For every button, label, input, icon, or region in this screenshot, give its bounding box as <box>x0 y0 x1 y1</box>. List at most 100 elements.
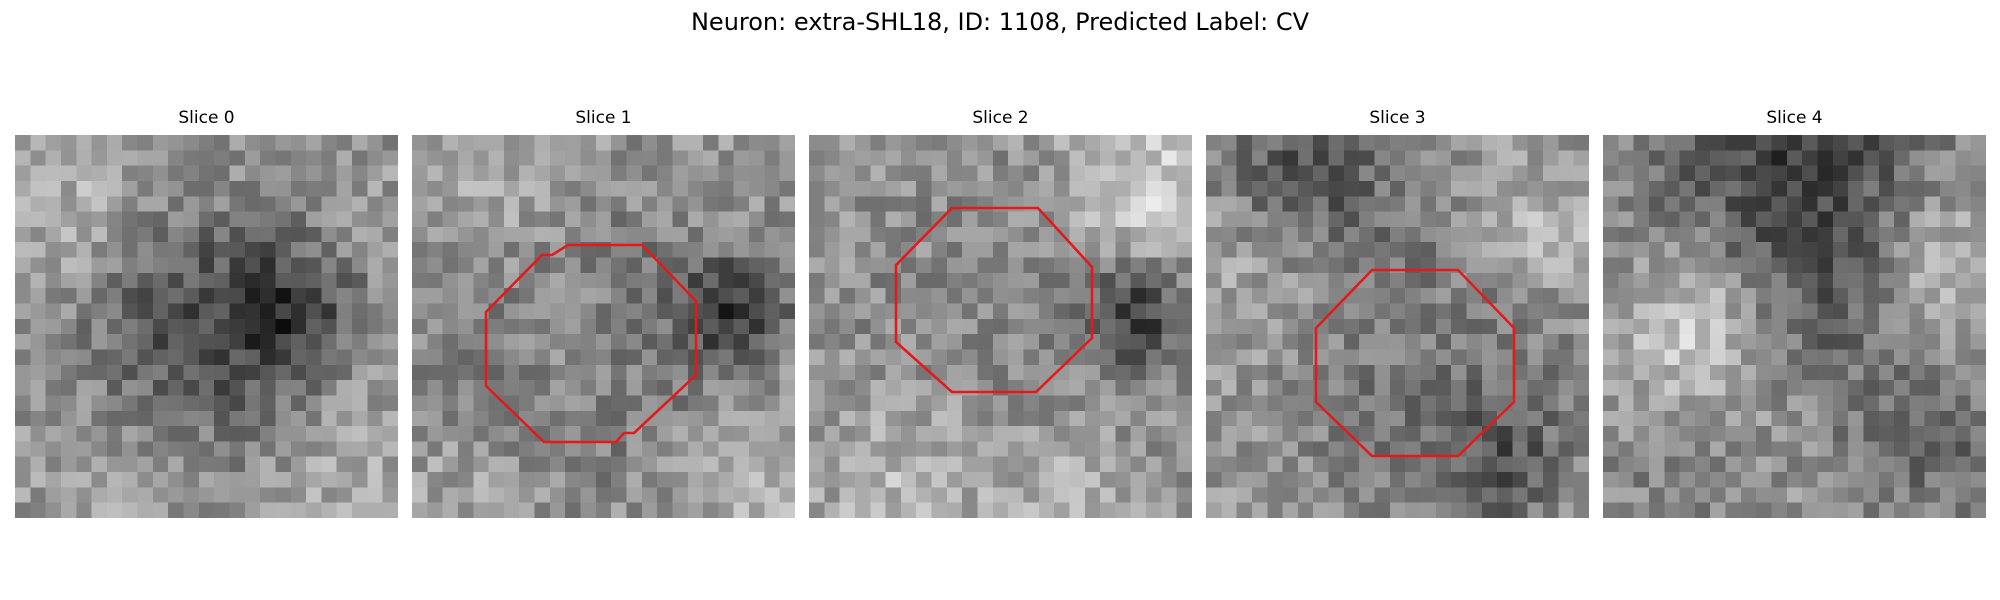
pixel <box>122 318 138 335</box>
pixel <box>168 349 184 366</box>
pixel <box>1848 303 1864 320</box>
pixel <box>1374 226 1391 243</box>
pixel <box>1878 135 1895 151</box>
pixel <box>519 441 535 458</box>
pixel <box>214 180 230 197</box>
pixel <box>1420 487 1437 503</box>
pixel <box>854 502 871 518</box>
pixel <box>1481 257 1498 274</box>
pixel <box>1251 487 1268 503</box>
pixel <box>352 242 368 258</box>
pixel <box>992 410 1009 427</box>
pixel <box>1527 242 1544 258</box>
pixel <box>244 410 261 427</box>
pixel <box>45 272 62 289</box>
pixel <box>1633 502 1650 518</box>
pixel <box>611 334 627 350</box>
pixel <box>1282 410 1299 427</box>
pixel <box>809 242 825 258</box>
pixel <box>672 426 689 442</box>
pixel <box>1023 165 1040 182</box>
pixel <box>442 487 459 503</box>
pixel <box>1679 288 1696 304</box>
pixel <box>1832 441 1849 458</box>
pixel <box>1863 257 1880 274</box>
pixel <box>1802 456 1818 473</box>
pixel <box>1100 272 1116 289</box>
pixel <box>946 410 963 427</box>
pixel <box>1497 426 1513 442</box>
pixel <box>595 349 612 366</box>
pixel <box>749 135 765 151</box>
pixel <box>779 456 795 473</box>
pixel <box>1481 410 1498 427</box>
pixel <box>1282 318 1299 335</box>
pixel <box>1100 303 1116 320</box>
pixel <box>1251 288 1268 304</box>
pixel <box>198 303 215 320</box>
pixel <box>1756 472 1772 488</box>
pixel <box>1466 211 1483 228</box>
pixel <box>382 502 398 518</box>
pixel <box>626 196 643 212</box>
pixel <box>1343 487 1360 503</box>
pixel <box>1878 318 1895 335</box>
pixel <box>183 288 200 304</box>
pixel <box>183 257 200 274</box>
pixel <box>962 426 978 442</box>
pixel <box>427 288 443 304</box>
pixel <box>183 150 200 166</box>
pixel <box>1176 441 1192 458</box>
pixel <box>641 150 658 166</box>
pixel <box>1451 487 1467 503</box>
pixel <box>824 257 840 274</box>
pixel <box>1343 456 1360 473</box>
pixel <box>1420 410 1437 427</box>
pixel <box>412 165 428 182</box>
pixel <box>1466 165 1483 182</box>
pixel <box>1878 180 1895 197</box>
pixel <box>1115 410 1132 427</box>
pixel <box>565 380 581 396</box>
pixel <box>534 303 551 320</box>
pixel <box>657 196 673 212</box>
pixel <box>260 441 276 458</box>
pixel <box>382 242 398 258</box>
pixel <box>1054 303 1070 320</box>
pixel <box>1343 303 1360 320</box>
pixel <box>168 150 184 166</box>
pixel <box>870 502 886 518</box>
pixel <box>1084 487 1101 503</box>
pixel <box>916 135 932 151</box>
pixel <box>1817 180 1834 197</box>
pixel <box>290 257 307 274</box>
pixel <box>152 456 169 473</box>
pixel <box>749 272 765 289</box>
pixel <box>626 226 643 243</box>
pixel <box>1618 380 1634 396</box>
pixel <box>488 410 505 427</box>
pixel <box>1343 288 1360 304</box>
pixel <box>1940 472 1956 488</box>
pixel <box>1543 472 1559 488</box>
pixel <box>106 135 123 151</box>
pixel <box>1573 380 1589 396</box>
pixel <box>1054 288 1070 304</box>
slice-panel-4 <box>1603 135 1986 518</box>
pixel <box>1863 303 1880 320</box>
pixel <box>1558 380 1574 396</box>
pixel <box>916 288 932 304</box>
pixel <box>580 211 597 228</box>
pixel <box>1161 349 1177 366</box>
pixel <box>534 135 551 151</box>
pixel <box>1146 165 1162 182</box>
pixel <box>885 502 902 518</box>
pixel <box>1878 426 1895 442</box>
pixel <box>1267 318 1283 335</box>
pixel <box>1176 196 1192 212</box>
pixel <box>168 487 184 503</box>
pixel <box>168 288 184 304</box>
pixel <box>1909 334 1926 350</box>
pixel <box>1940 288 1956 304</box>
pixel <box>1008 410 1024 427</box>
